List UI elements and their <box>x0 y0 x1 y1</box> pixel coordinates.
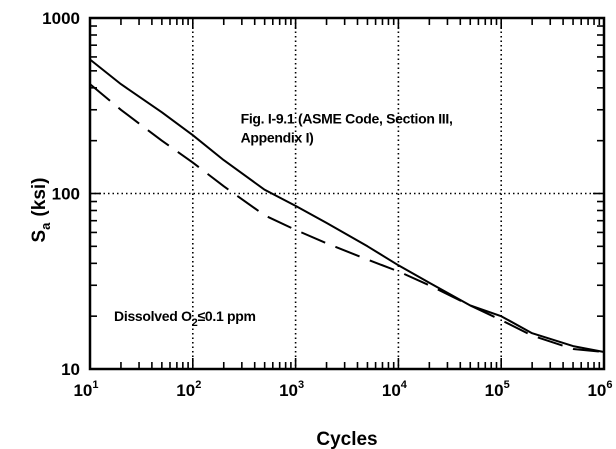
series-lines <box>89 58 605 353</box>
x-tick-label-1: 102 <box>176 379 201 400</box>
x-axis-title: Cycles <box>316 429 377 449</box>
y-axis-title: Sa (ksi) <box>29 178 53 243</box>
y-tick-label-0: 10 <box>61 360 80 379</box>
annotation-o2-rest: ≤0.1 ppm <box>198 308 256 324</box>
x-tick-label-5: 106 <box>587 379 612 400</box>
x-tick-labels: 101 102 103 104 105 106 <box>73 379 612 400</box>
annotation-o2-subscript: 2 <box>192 317 198 329</box>
x-tick-label-0: 101 <box>73 379 98 400</box>
x-tick-label-2: 103 <box>279 379 304 400</box>
x-tick-label-3: 104 <box>382 379 408 400</box>
y-axis-subscript: a <box>38 222 53 230</box>
annotation-o2-text: Dissolved O <box>114 308 192 324</box>
series-line-dashed-1 <box>89 83 605 353</box>
series-line-solid-0 <box>89 58 605 353</box>
y-tick-label-2: 1000 <box>42 9 80 28</box>
y-tick-labels: 10 100 1000 <box>42 9 80 379</box>
grid <box>90 18 604 369</box>
y-tick-label-1: 100 <box>52 185 80 204</box>
y-axis-unit: (ksi) <box>29 178 50 217</box>
annotation-reference-line-1: Fig. I-9.1 (ASME Code, Section III, <box>241 111 453 127</box>
plot-frame <box>88 16 606 371</box>
annotation-reference: Fig. I-9.1 (ASME Code, Section III, Appe… <box>241 111 457 146</box>
annotation-reference-line-2: Appendix I) <box>241 130 314 146</box>
annotation-dissolved-oxygen: Dissolved O2≤0.1 ppm <box>114 308 256 329</box>
y-axis-symbol: S <box>29 230 50 243</box>
x-tick-label-4: 105 <box>485 379 510 400</box>
